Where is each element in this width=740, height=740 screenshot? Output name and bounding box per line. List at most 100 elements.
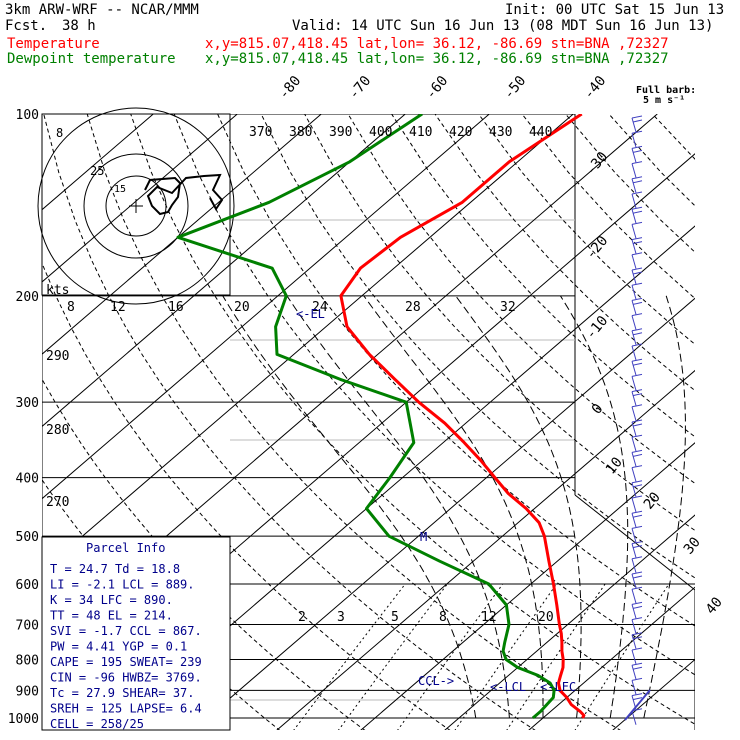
wind-barb-flag — [631, 389, 643, 393]
wind-barb-flag — [631, 601, 643, 605]
wind-barb-flag — [631, 130, 643, 134]
isotherm-label: -60 — [423, 73, 452, 103]
wind-barb-flag — [632, 545, 643, 549]
pressure-label: 700 — [16, 618, 39, 633]
model-title: 3km ARW-WRF -- NCAR/MMM — [5, 2, 199, 18]
parcel-info-row: SVI = -1.7 CCL = 867. — [50, 624, 202, 638]
wind-barb-flag — [632, 666, 643, 670]
mixing-ratio-label: 20 — [538, 610, 554, 625]
wind-barb-flag — [631, 617, 643, 621]
isotherm-label: -10 — [583, 313, 612, 343]
valid-time: Valid: 14 UTC Sun 16 Jun 13 (08 MDT Sun … — [292, 18, 713, 34]
wind-barb-shaft — [631, 573, 637, 589]
moist-adiabat — [643, 295, 686, 719]
parcel-info-row: CELL = 258/25 — [50, 717, 144, 731]
wind-barb-shaft — [631, 437, 637, 452]
mixing-ratio-line — [397, 583, 504, 730]
theta-label: 390 — [329, 125, 352, 140]
wind-barb-flag — [631, 267, 643, 271]
wind-barb-flag — [631, 571, 643, 575]
sounding-curves — [176, 114, 586, 720]
mixing-ratio-label: 5 — [391, 610, 399, 625]
moist-adiabat — [455, 295, 582, 719]
wind-barb-flag — [631, 647, 643, 651]
wind-barb-shaft — [631, 513, 637, 528]
dry-adiabat — [608, 114, 695, 207]
pressure-label: 500 — [16, 530, 39, 545]
wind-barb-flag — [632, 393, 643, 397]
dry-adiabat — [347, 114, 695, 485]
wind-barb-flag — [631, 145, 643, 149]
knots-label: kts — [46, 283, 69, 298]
wind-barb-shaft — [631, 589, 637, 604]
parcel-info-row: SREH = 125 LAPSE= 6.4 — [50, 702, 202, 716]
mixing-ratio-label: 12 — [481, 610, 497, 625]
hodograph-trace — [144, 173, 224, 216]
wind-barb-shaft — [631, 710, 637, 725]
wind-barb-flag — [631, 358, 643, 362]
pressure-label: 100 — [16, 108, 39, 123]
wind-barb-flag — [631, 176, 643, 180]
temperature-location: x,y=815.07,418.45 lat,lon= 36.12, -86.69… — [205, 36, 669, 52]
wind-barb-flag — [632, 332, 643, 336]
parcel-info-row: CIN = -96 HWBZ= 3769. — [50, 671, 202, 685]
theta-label: 420 — [449, 125, 472, 140]
pressure-label: 400 — [16, 472, 39, 487]
wind-barb-shaft — [631, 619, 637, 634]
knots-tick-label: 16 — [168, 300, 184, 315]
wind-barb-flag — [632, 514, 643, 518]
theta-label: 410 — [409, 125, 432, 140]
hodograph: 8 25 15 — [37, 107, 235, 305]
fcst-label: Fcst. — [5, 18, 47, 34]
parcel-info-row: TT = 48 EL = 214. — [50, 609, 173, 623]
wind-barb-shaft — [631, 649, 637, 665]
wind-barb-shaft — [631, 300, 637, 315]
isotherm-label: 30 — [681, 534, 704, 557]
wind-barb-shaft — [631, 239, 637, 254]
wind-barb-shaft — [631, 193, 637, 209]
wind-barb-flag — [631, 480, 643, 484]
knots-tick-label: 8 — [67, 300, 75, 315]
wind-barb-shaft — [631, 285, 637, 300]
theta-label: 440 — [529, 125, 552, 140]
isotherm-label: -70 — [346, 73, 375, 103]
lfc-marker: <-LFC — [540, 680, 576, 694]
parcel-info-row: T = 24.7 Td = 18.8 — [50, 562, 180, 576]
wind-barb-shaft — [631, 604, 637, 619]
mixing-ratio-label: 2 — [298, 610, 306, 625]
temperature-legend: Temperature — [7, 36, 100, 52]
dewpoint-location: x,y=815.07,418.45 lat,lon= 36.12, -86.69… — [205, 51, 669, 67]
wind-barb-flag — [631, 677, 643, 681]
isotherm-label: 10 — [603, 454, 626, 477]
theta-label: 290 — [46, 349, 69, 364]
hodo-ring-label: 25 — [90, 164, 104, 178]
fcst-value: 38 h — [62, 18, 96, 34]
wind-barb-shaft — [631, 345, 637, 361]
wind-barb-shaft — [631, 315, 637, 330]
wind-barb-flag — [631, 373, 643, 377]
wind-barb-shaft — [631, 209, 637, 224]
wind-barb-shaft — [631, 528, 637, 543]
parcel-info-panel: Parcel Info T = 24.7 Td = 18.8 LI = -2.1 … — [41, 536, 231, 731]
wind-barb-flag — [632, 362, 643, 366]
theta-label: 430 — [489, 125, 512, 140]
wind-barb-flag — [631, 465, 643, 469]
ccl-marker: CCL-> — [418, 674, 454, 688]
wind-barb-shaft — [631, 376, 637, 391]
isotherm — [42, 114, 322, 355]
theta-label: 280 — [46, 423, 69, 438]
wind-barb-flag — [631, 495, 643, 499]
dewpoint-legend: Dewpoint temperature — [7, 51, 176, 67]
dewpoint-line — [176, 114, 556, 720]
hodo-ring-label: 8 — [56, 126, 63, 140]
wind-barb-shaft — [631, 497, 637, 513]
wind-barb-shaft — [631, 558, 637, 573]
theta-label: 400 — [369, 125, 392, 140]
pressure-label: 600 — [16, 578, 39, 593]
wind-barb-flag — [631, 662, 643, 666]
isotherm — [360, 442, 695, 730]
pressure-label: 800 — [16, 653, 39, 668]
isotherm-label: -50 — [501, 73, 530, 103]
